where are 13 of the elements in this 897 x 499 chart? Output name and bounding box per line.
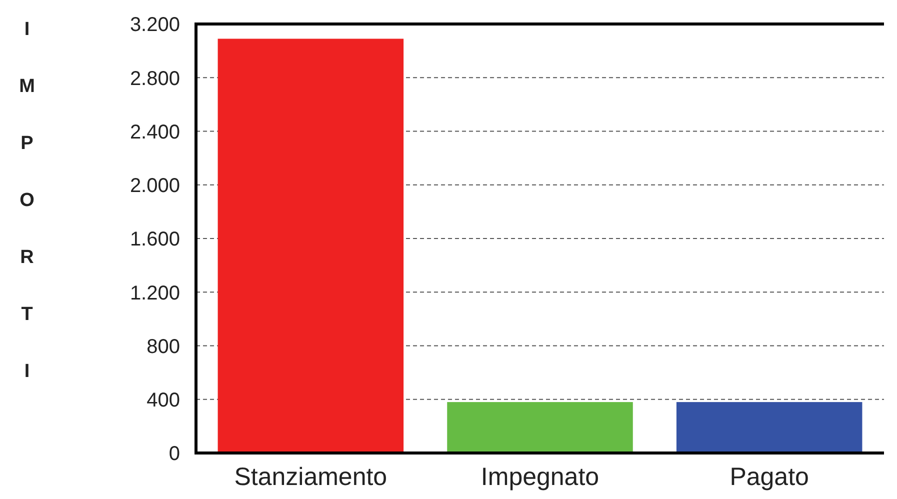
y-tick-label: 1.200	[130, 282, 180, 304]
y-tick-label: 1.600	[130, 228, 180, 251]
x-tick-label: Pagato	[730, 463, 809, 491]
y-tick-label: 3.200	[130, 14, 180, 36]
x-tick-label: Stanziamento	[234, 463, 388, 491]
y-tick-label: 800	[146, 336, 180, 358]
y-tick-label: 2.400	[130, 121, 180, 144]
y-tick-label: 400	[146, 390, 180, 412]
x-tick-label: Impegnato	[480, 463, 600, 491]
y-tick-label: 0	[168, 443, 180, 466]
text: IMPORTI	[19, 19, 35, 382]
y-tick-label: 2.800	[130, 68, 180, 90]
y-tick-label: 2.000	[130, 175, 180, 198]
